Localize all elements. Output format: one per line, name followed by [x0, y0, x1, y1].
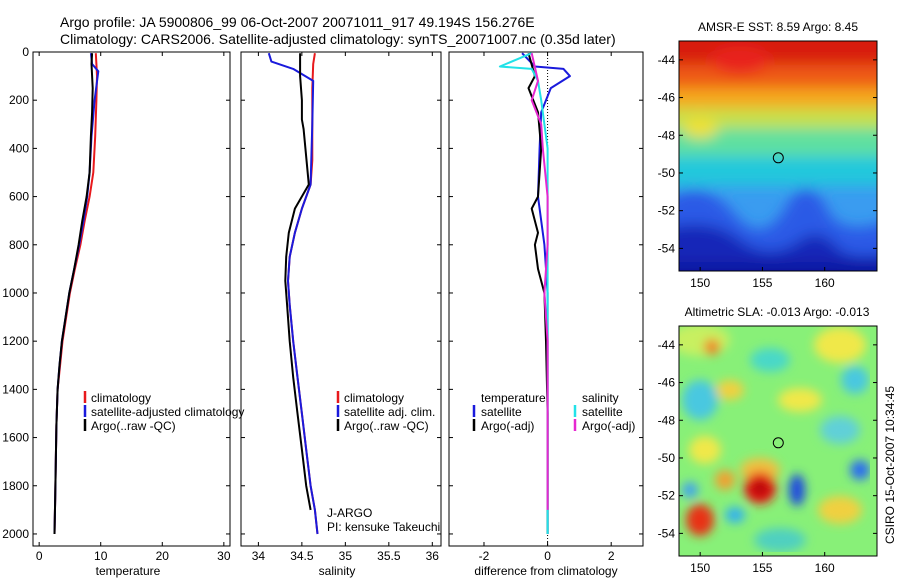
credit-timestamp: CSIRO 15-Oct-2007 10:34:45	[883, 386, 897, 544]
lat-tick-label: -46	[658, 91, 676, 105]
difference-series	[498, 52, 571, 534]
lon-tick-label: 150	[690, 561, 710, 575]
legend-label-satellite: satellite-adjusted climatology	[91, 405, 244, 419]
series-line-argo-raw-qc	[53, 53, 94, 535]
difference-panel-frame	[448, 51, 644, 547]
x-tick-label: -2	[479, 549, 490, 563]
sst-map-title: AMSR-E SST: 8.59 Argo: 8.45	[698, 20, 858, 34]
depth-tick-label: 1000	[2, 286, 29, 300]
salinity-legend: climatology satellite adj. clim. Argo(..…	[336, 391, 435, 433]
lat-tick-label: -48	[658, 413, 676, 427]
x-tick-label: 0	[544, 549, 551, 563]
lon-tick-label: 155	[752, 276, 772, 290]
header-line-1: Argo profile: JA 5900806_99 06-Oct-2007 …	[60, 14, 535, 30]
difference-salinity-legend: salinity satellite Argo(-adj)	[573, 391, 635, 433]
x-tick-label: 34	[252, 549, 266, 563]
difference-axis-label: difference from climatology	[474, 564, 617, 578]
sst-map-frame	[678, 40, 878, 272]
legend-title-salinity: salinity	[582, 391, 619, 405]
legend-label-temp-argo: Argo(-adj)	[481, 419, 534, 433]
header-line-2: Climatology: CARS2006. Satellite-adjuste…	[60, 31, 616, 47]
salinity-axis-label: salinity	[319, 564, 356, 578]
sla-argo-location-marker	[772, 437, 784, 449]
legend-label-climatology: climatology	[344, 391, 404, 405]
depth-tick-label: 800	[9, 238, 29, 252]
depth-tick-label: 400	[9, 141, 29, 155]
x-tick-label: 36	[426, 549, 440, 563]
lat-tick-label: -44	[658, 53, 676, 67]
sla-map-frame	[678, 325, 878, 557]
sla-map-field	[679, 326, 877, 556]
legend-label-temp-satellite: satellite	[481, 405, 522, 419]
depth-tick-label: 2000	[2, 527, 29, 541]
lon-tick-label: 160	[815, 561, 835, 575]
lat-tick-label: -46	[658, 376, 676, 390]
series-line-salinity-argo-adj	[530, 52, 549, 510]
lon-tick-label: 155	[752, 561, 772, 575]
legend-title-temperature: temperature	[481, 391, 546, 405]
x-tick-label: 20	[156, 549, 170, 563]
salinity-panel-frame	[240, 51, 442, 547]
x-tick-label: 34.5	[290, 549, 314, 563]
series-line-satellite-adj-clim	[267, 52, 319, 535]
temperature-x-axis: 0 10 20 30	[36, 52, 231, 563]
lat-tick-label: -50	[658, 166, 676, 180]
pi-label: PI: kensuke Takeuchi	[327, 520, 440, 534]
depth-tick-label: 1200	[2, 334, 29, 348]
depth-axis: 0 200 400 600 800 1000 1200 1400 1600 1800 2000	[2, 45, 643, 541]
lat-tick-label: -54	[658, 526, 676, 540]
depth-tick-label: 1600	[2, 431, 29, 445]
float-program-label: J-ARGO	[327, 506, 372, 520]
legend-label-argo: Argo(..raw -QC)	[344, 419, 429, 433]
depth-tick-label: 1400	[2, 382, 29, 396]
lat-tick-label: -50	[658, 451, 676, 465]
lon-tick-label: 150	[690, 276, 710, 290]
series-line-temperature-argo-adj	[527, 52, 549, 534]
temperature-axis-label: temperature	[96, 564, 161, 578]
sst-map-axes: 150 155 160 -44 -46 -48 -50 -52 -54	[658, 53, 877, 290]
legend-label-climatology: climatology	[91, 391, 151, 405]
lat-tick-label: -44	[658, 338, 676, 352]
sst-map-field	[679, 41, 877, 271]
x-tick-label: 30	[217, 549, 231, 563]
series-line-temperature-satellite	[521, 52, 571, 534]
x-tick-label: 10	[94, 549, 108, 563]
lat-tick-label: -52	[658, 204, 676, 218]
x-tick-label: 35.5	[377, 549, 401, 563]
legend-label-argo: Argo(..raw -QC)	[91, 419, 176, 433]
lon-tick-label: 160	[815, 276, 835, 290]
sla-map-title: Altimetric SLA: -0.013 Argo: -0.013	[685, 305, 870, 319]
sst-argo-location-marker	[772, 152, 784, 164]
difference-temperature-legend: temperature satellite Argo(-adj)	[472, 391, 546, 433]
lat-tick-label: -48	[658, 128, 676, 142]
lat-tick-label: -52	[658, 489, 676, 503]
sla-map-axes: 150 155 160 -44 -46 -48 -50 -52 -54	[658, 338, 877, 575]
depth-tick-label: 0	[22, 45, 29, 59]
series-line-argo-raw-qc	[284, 53, 312, 511]
temperature-legend: climatology satellite-adjusted climatolo…	[83, 391, 244, 433]
depth-tick-label: 200	[9, 93, 29, 107]
lat-tick-label: -54	[658, 241, 676, 255]
x-tick-label: 0	[36, 549, 43, 563]
temperature-panel-frame	[32, 51, 231, 547]
salinity-x-axis: 34 34.5 35 35.5 36	[252, 52, 440, 563]
x-tick-label: 35	[339, 549, 353, 563]
depth-tick-label: 600	[9, 190, 29, 204]
depth-tick-label: 1800	[2, 479, 29, 493]
salinity-series	[267, 52, 319, 535]
temperature-series	[53, 53, 100, 535]
x-tick-label: 2	[608, 549, 615, 563]
legend-label-satellite: satellite adj. clim.	[344, 405, 435, 419]
legend-label-sal-argo: Argo(-adj)	[582, 419, 635, 433]
legend-label-sal-satellite: satellite	[582, 405, 623, 419]
